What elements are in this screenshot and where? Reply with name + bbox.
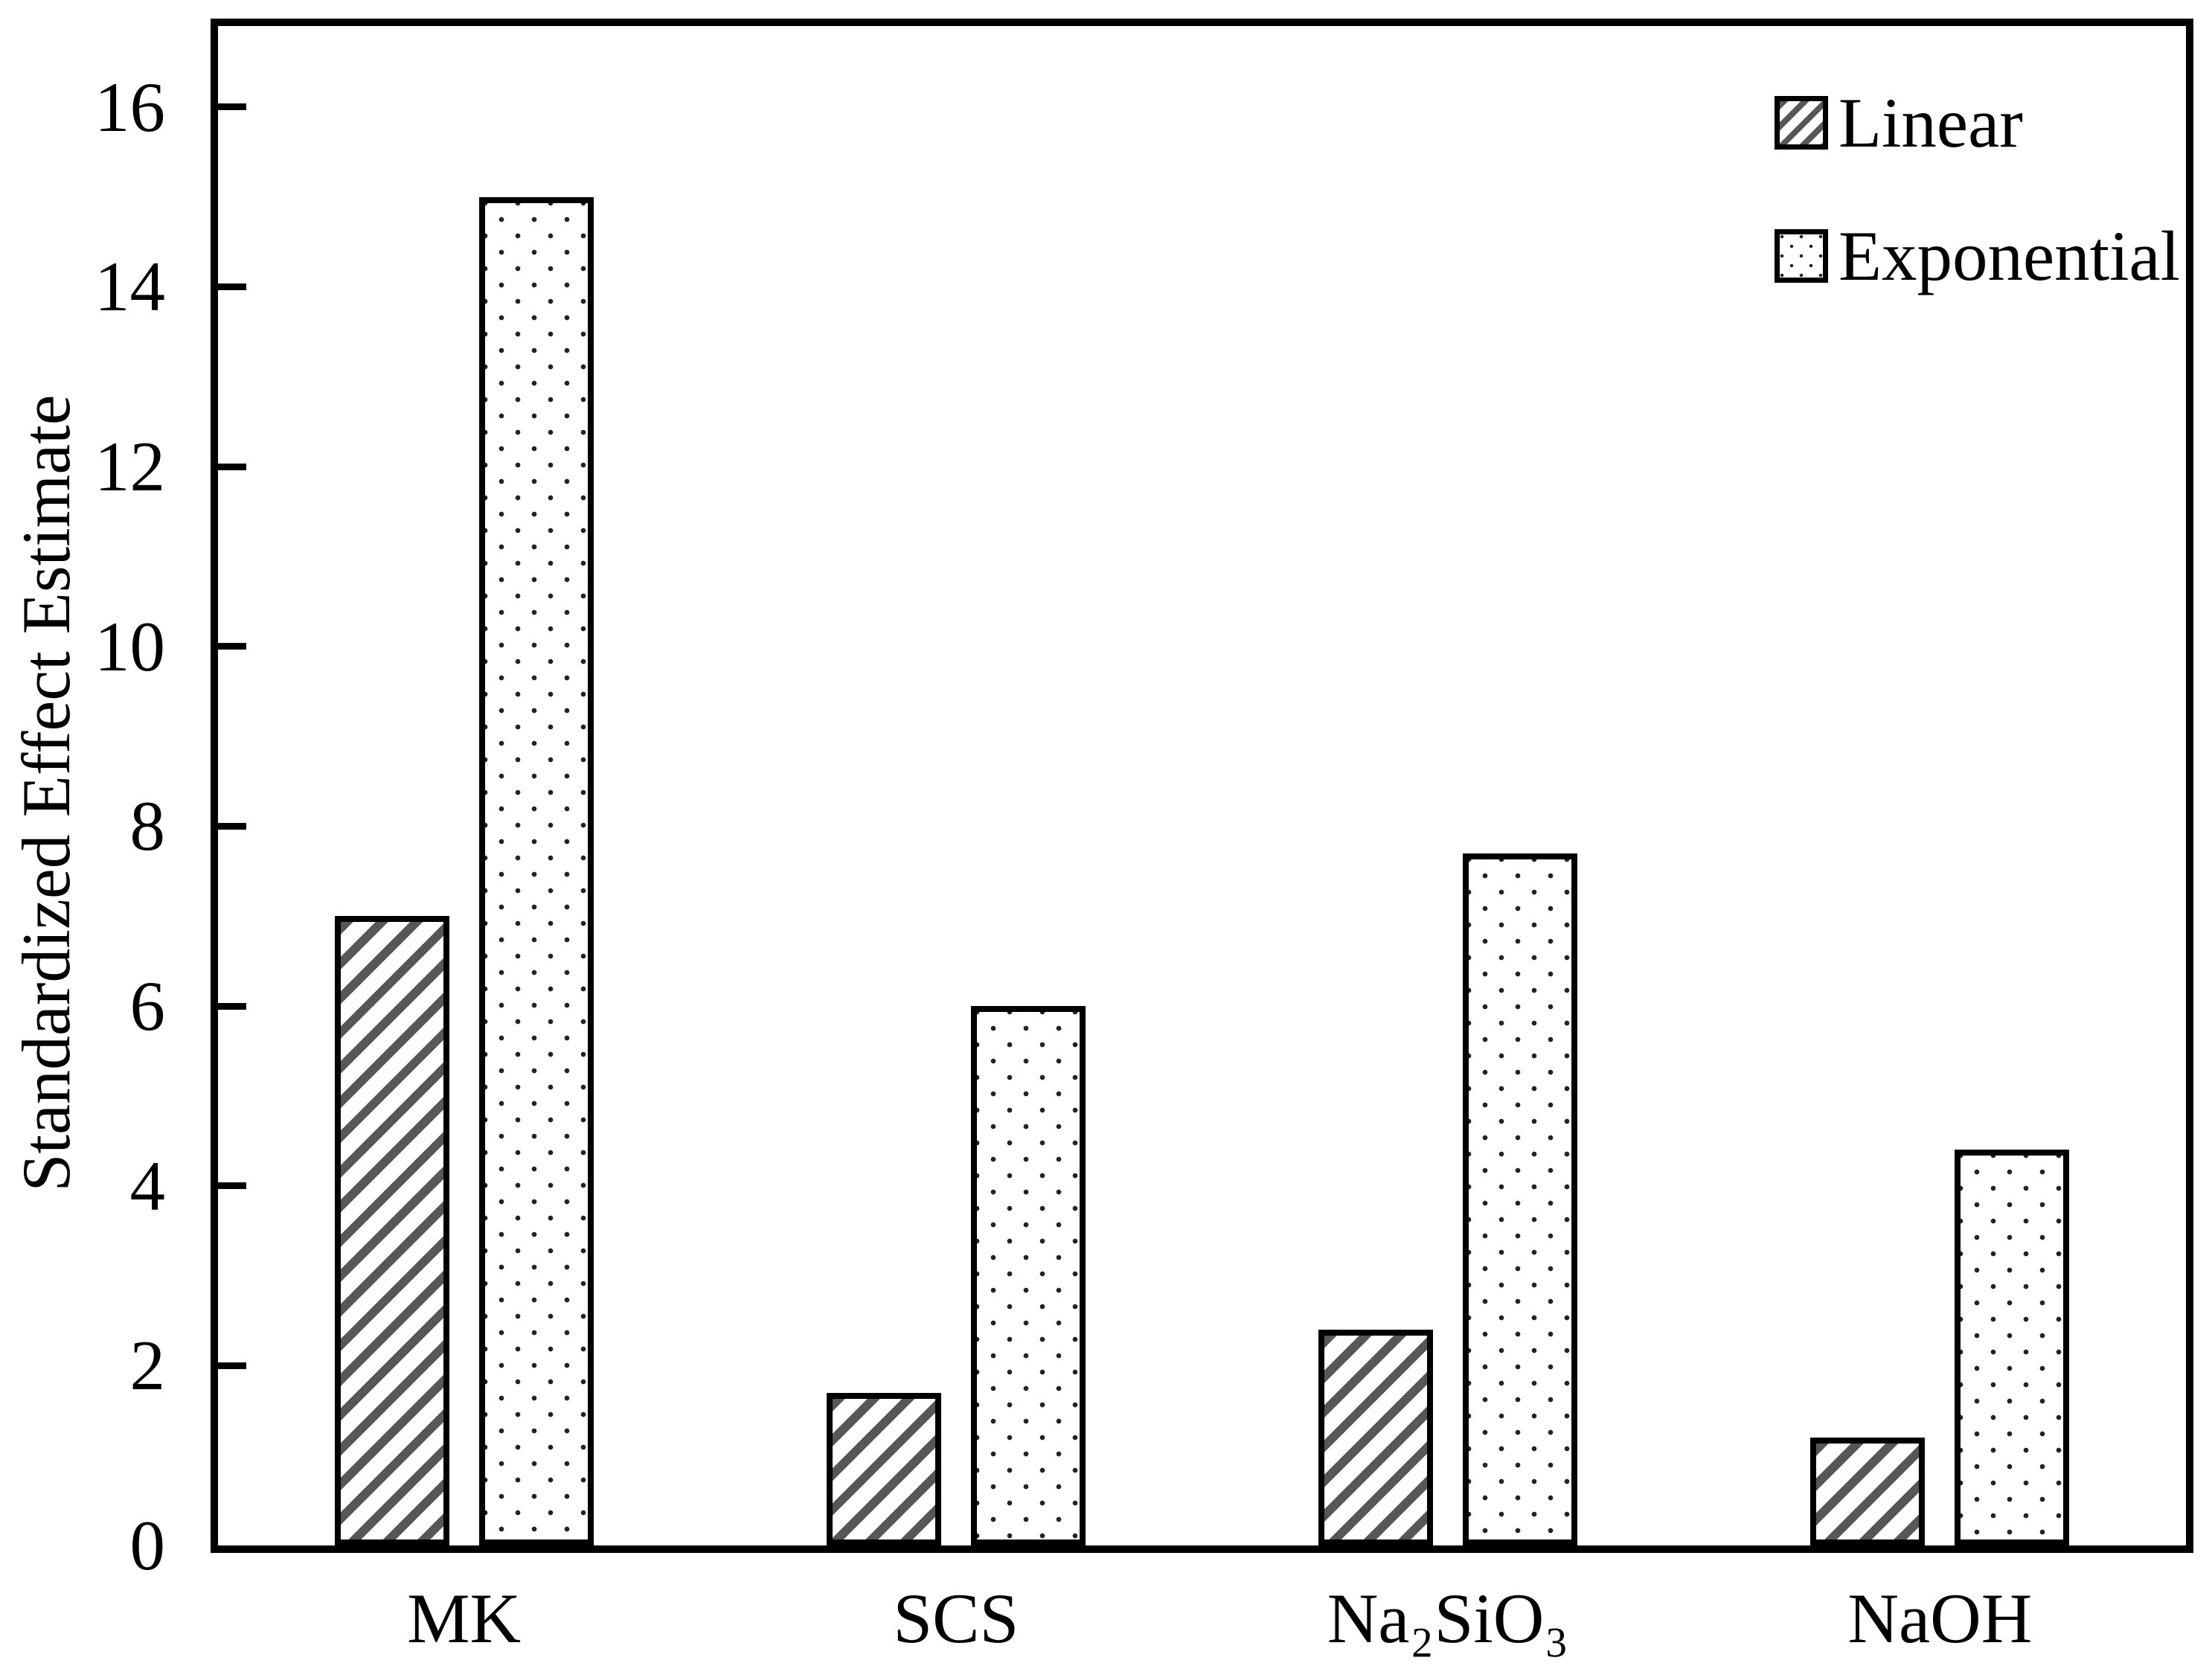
y-tick-label: 4 xyxy=(129,1146,166,1226)
x-category-label: MK xyxy=(407,1579,522,1658)
x-category-label: Na₂SiO₃ xyxy=(1327,1579,1569,1658)
plot-area xyxy=(211,19,2193,1553)
bar-scs-linear xyxy=(826,1392,941,1545)
legend-label: Linear xyxy=(1838,83,2023,162)
y-axis-tick-mark xyxy=(218,643,246,650)
plot-inner xyxy=(218,26,2186,1545)
legend-label: Exponential xyxy=(1838,217,2181,295)
y-tick-label: 8 xyxy=(129,786,166,866)
bar-nasio-linear xyxy=(1318,1330,1434,1545)
y-axis-tick-mark xyxy=(218,822,246,830)
legend-item-exponential: Exponential xyxy=(1775,211,2180,301)
y-axis-tick-mark xyxy=(218,1362,246,1369)
bar-mk-exponential xyxy=(478,196,594,1545)
y-axis-tick-mark xyxy=(218,283,246,290)
y-axis-tick-mark xyxy=(218,463,246,470)
y-axis-tick-mark xyxy=(218,1182,246,1190)
bar-naoh-exponential xyxy=(1955,1150,2070,1545)
bar-scs-exponential xyxy=(970,1006,1086,1545)
y-axis-tick-mark xyxy=(218,103,246,111)
x-category-label: SCS xyxy=(893,1579,1019,1658)
y-tick-label: 6 xyxy=(129,967,166,1046)
bar-nasio-exponential xyxy=(1463,853,1578,1545)
y-tick-label: 12 xyxy=(94,427,165,507)
x-category-label: NaOH xyxy=(1847,1579,2033,1658)
y-tick-label: 0 xyxy=(129,1506,166,1585)
y-tick-label: 10 xyxy=(94,606,165,686)
legend-swatch-diagonal-hatch-icon xyxy=(1775,96,1828,150)
y-axis-tick-mark xyxy=(218,1002,246,1010)
legend-item-linear: Linear xyxy=(1775,78,2023,167)
bar-mk-linear xyxy=(334,916,449,1545)
y-tick-label: 2 xyxy=(129,1326,166,1406)
bar-naoh-linear xyxy=(1810,1438,1926,1545)
y-tick-label: 14 xyxy=(94,247,165,327)
legend-swatch-dots-icon xyxy=(1775,229,1828,283)
y-tick-label: 16 xyxy=(94,67,165,147)
